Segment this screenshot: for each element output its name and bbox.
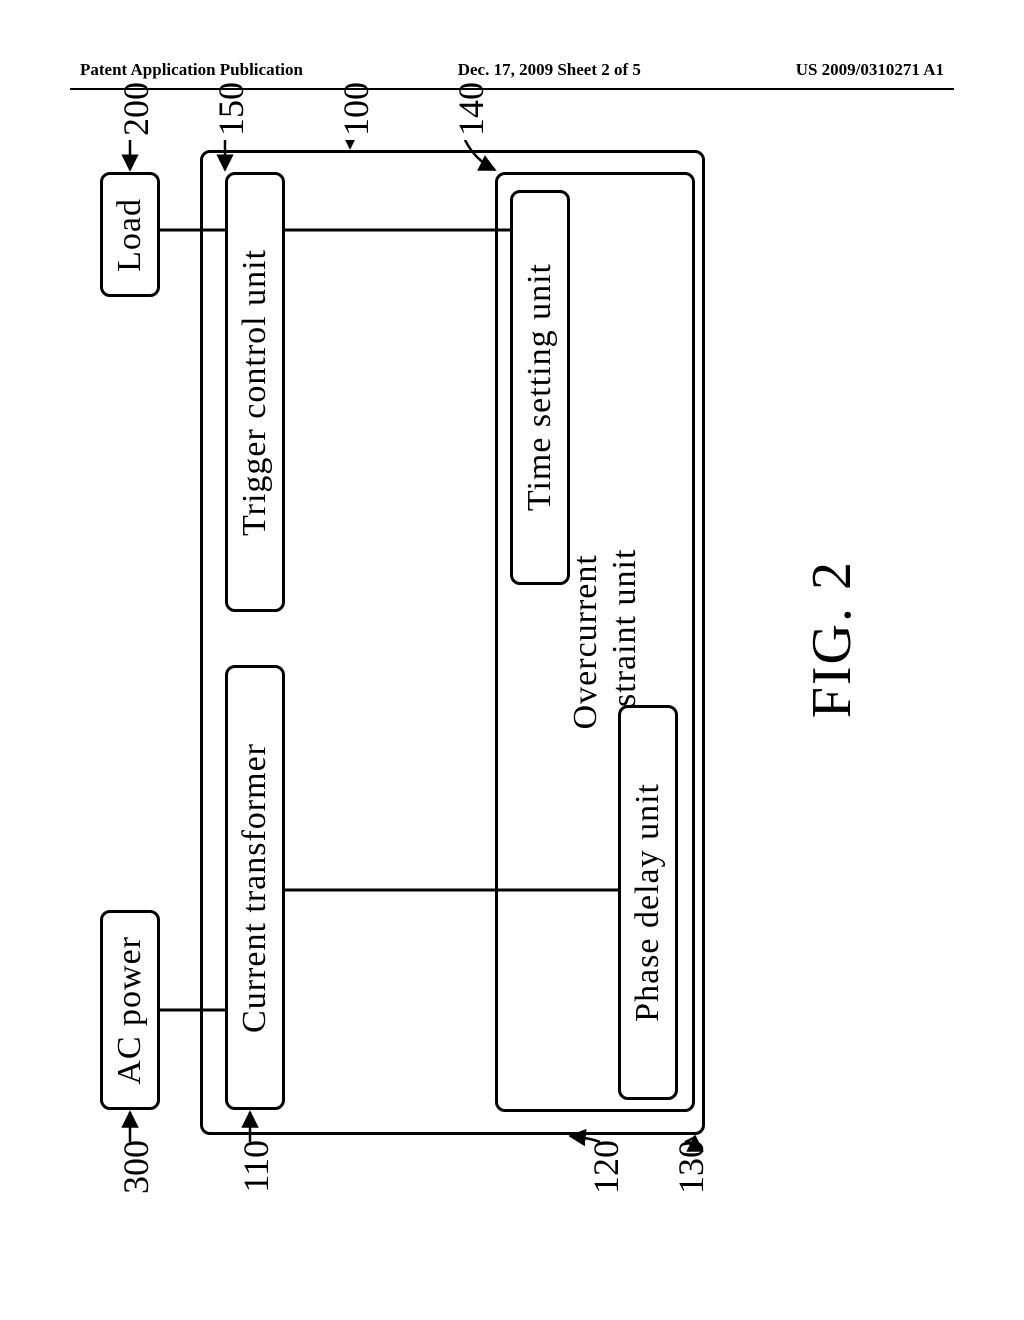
trigger-control-box: Trigger control unit xyxy=(225,172,285,612)
header-left: Patent Application Publication xyxy=(80,60,303,80)
time-setting-box: Time setting unit xyxy=(510,190,570,585)
ref-130: 130 xyxy=(670,1140,712,1194)
load-box: Load xyxy=(100,172,160,297)
ref-140: 140 xyxy=(450,82,492,136)
time-setting-label: Time setting unit xyxy=(520,263,559,511)
trigger-control-label: Trigger control unit xyxy=(235,249,274,536)
ref-150: 150 xyxy=(210,82,252,136)
header-right: US 2009/0310271 A1 xyxy=(796,60,944,80)
current-transformer-box: Current transformer xyxy=(225,665,285,1110)
phase-delay-box: Phase delay unit xyxy=(618,705,678,1100)
phase-delay-label: Phase delay unit xyxy=(628,783,667,1022)
ref-200: 200 xyxy=(115,82,157,136)
ac-power-box: AC power xyxy=(100,910,160,1110)
load-label: Load xyxy=(110,198,149,272)
ref-110: 110 xyxy=(235,1140,277,1193)
header-center: Dec. 17, 2009 Sheet 2 of 5 xyxy=(458,60,641,80)
ref-300: 300 xyxy=(115,1140,157,1194)
header-divider xyxy=(70,88,954,90)
current-transformer-label: Current transformer xyxy=(235,743,274,1033)
ref-120: 120 xyxy=(585,1140,627,1194)
page-header: Patent Application Publication Dec. 17, … xyxy=(0,60,1024,80)
ref-100: 100 xyxy=(335,82,377,136)
figure-caption: FIG. 2 xyxy=(800,560,864,718)
ac-power-label: AC power xyxy=(110,936,149,1085)
diagram-area: Load AC power Trigger control unit Curre… xyxy=(60,140,964,1220)
